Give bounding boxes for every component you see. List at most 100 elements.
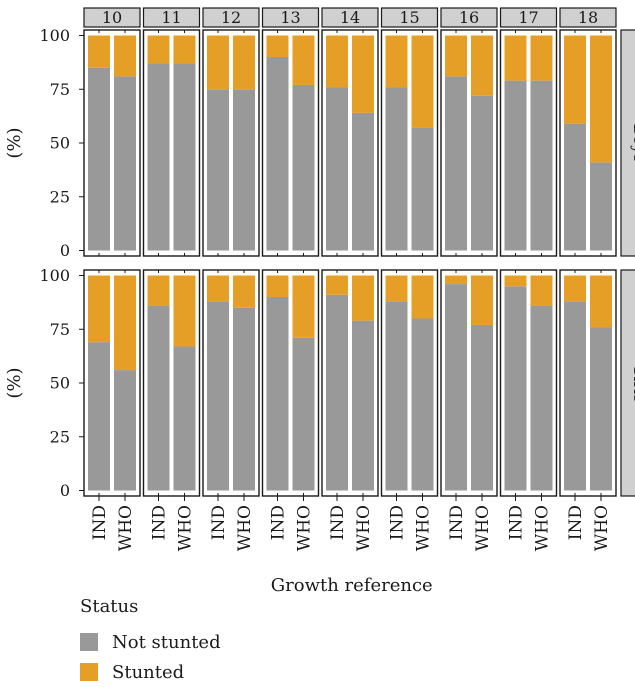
- facet-strip-label-12: 12: [221, 8, 241, 27]
- bar-not-stunted-boys-17-ind: [504, 80, 527, 251]
- bar-not-stunted-girls-16-who: [471, 324, 493, 491]
- bar-stunted-boys-14-who: [352, 35, 374, 113]
- x-tick-label-11-ind: IND: [150, 505, 170, 540]
- bar-stunted-boys-16-who: [471, 35, 493, 96]
- bar-not-stunted-boys-13-ind: [266, 57, 289, 251]
- facet-strip-label-10: 10: [102, 8, 122, 27]
- legend-item-stunted: Stunted: [80, 657, 221, 687]
- bar-stunted-boys-18-ind: [564, 35, 586, 124]
- bar-not-stunted-girls-13-who: [292, 337, 315, 491]
- bar-not-stunted-boys-13-who: [292, 84, 315, 251]
- bar-stunted-boys-15-who: [411, 35, 434, 128]
- bar-not-stunted-boys-10-who: [114, 76, 136, 251]
- bar-not-stunted-boys-17-who: [530, 80, 553, 251]
- bar-not-stunted-girls-16-ind: [445, 284, 467, 491]
- legend: Status Not stunted Stunted: [80, 596, 221, 687]
- panel-border-girls-18: [559, 269, 617, 497]
- bar-not-stunted-boys-15-who: [411, 127, 434, 251]
- x-tick-label-14-ind: IND: [328, 505, 348, 540]
- x-tick-label-14-who: WHO: [354, 505, 374, 551]
- facet-strip-15: [380, 7, 439, 28]
- bar-not-stunted-boys-14-who: [352, 112, 374, 251]
- bar-stunted-girls-15-ind: [385, 275, 408, 302]
- x-tick-label-17-ind: IND: [507, 505, 527, 540]
- bar-not-stunted-boys-16-who: [471, 95, 493, 251]
- legend-item-not-stunted: Not stunted: [80, 627, 221, 657]
- bar-stunted-boys-11-ind: [147, 35, 170, 64]
- facet-strip-13: [261, 7, 320, 28]
- bar-stunted-boys-17-who: [530, 35, 553, 81]
- bar-not-stunted-girls-17-ind: [504, 286, 527, 491]
- bar-stunted-girls-13-who: [292, 275, 315, 338]
- x-tick-label-10-who: WHO: [116, 505, 136, 551]
- bar-stunted-boys-13-ind: [266, 35, 289, 57]
- facet-strip-14: [321, 7, 379, 28]
- bar-not-stunted-boys-12-who: [233, 89, 255, 251]
- panel-border-girls-15: [380, 269, 439, 497]
- bar-stunted-boys-16-ind: [445, 35, 467, 77]
- bar-not-stunted-boys-18-ind: [564, 123, 586, 251]
- facet-strip-label-11: 11: [161, 8, 181, 27]
- x-tick-label-12-ind: IND: [209, 505, 229, 540]
- bar-not-stunted-boys-14-ind: [326, 87, 348, 251]
- bar-not-stunted-boys-18-who: [590, 162, 612, 251]
- bar-not-stunted-girls-17-who: [530, 305, 553, 491]
- bar-not-stunted-boys-10-ind: [88, 67, 110, 251]
- x-tick-label-10-ind: IND: [90, 505, 110, 540]
- facet-strip-16: [440, 7, 498, 28]
- panel-border-boys-12: [202, 29, 260, 257]
- y-tick-label-boys-75: 75: [50, 80, 70, 99]
- bar-stunted-girls-15-who: [411, 275, 434, 319]
- facet-strip-10: [83, 7, 141, 28]
- panel-border-boys-11: [142, 29, 201, 257]
- bar-stunted-boys-11-who: [173, 35, 196, 64]
- y-tick-label-girls-0: 0: [60, 481, 70, 500]
- bar-not-stunted-girls-12-who: [233, 307, 255, 491]
- y-axis-label-girls: (%): [4, 367, 25, 398]
- facet-strip-label-girls: Girls: [630, 364, 635, 403]
- panel-border-boys-10: [83, 29, 141, 257]
- panel-border-girls-16: [440, 269, 498, 497]
- y-axis-label-boys: (%): [4, 127, 25, 158]
- bar-not-stunted-boys-11-ind: [147, 63, 170, 251]
- x-tick-label-12-who: WHO: [235, 505, 255, 551]
- facet-strip-label-16: 16: [459, 8, 479, 27]
- x-tick-label-15-ind: IND: [388, 505, 408, 540]
- panel-border-girls-14: [321, 269, 379, 497]
- bar-not-stunted-boys-16-ind: [445, 76, 467, 251]
- y-tick-label-boys-100: 100: [39, 26, 70, 45]
- panel-border-girls-10: [83, 269, 141, 497]
- panel-border-boys-18: [559, 29, 617, 257]
- bar-not-stunted-girls-10-ind: [88, 342, 110, 491]
- bar-stunted-girls-11-who: [173, 275, 196, 347]
- bar-stunted-boys-13-who: [292, 35, 315, 85]
- bar-stunted-girls-16-ind: [445, 275, 467, 285]
- bar-not-stunted-girls-14-ind: [326, 294, 348, 491]
- faceted-stacked-bar-chart: 10 11 12 13 14 15 16 17 18 Boys Girls 0 25 50 75 100 (%)…: [4, 7, 635, 596]
- facet-strip-label-14: 14: [340, 8, 360, 27]
- bar-stunted-girls-11-ind: [147, 275, 170, 306]
- bar-stunted-girls-16-who: [471, 275, 493, 325]
- bar-stunted-boys-10-who: [114, 35, 136, 77]
- panel-border-girls-12: [202, 269, 260, 497]
- bar-stunted-boys-15-ind: [385, 35, 408, 88]
- legend-label-stunted: Stunted: [112, 661, 185, 683]
- bar-stunted-girls-10-ind: [88, 275, 110, 343]
- y-tick-label-boys-0: 0: [60, 241, 70, 260]
- bar-stunted-girls-14-who: [352, 275, 374, 321]
- facet-strip-17: [499, 7, 558, 28]
- panel-border-boys-16: [440, 29, 498, 257]
- bar-not-stunted-boys-12-ind: [207, 89, 229, 251]
- bar-stunted-girls-18-who: [590, 275, 612, 328]
- x-tick-label-17-who: WHO: [533, 505, 553, 551]
- bar-not-stunted-boys-15-ind: [385, 87, 408, 251]
- bar-stunted-girls-13-ind: [266, 275, 289, 297]
- bar-stunted-girls-18-ind: [564, 275, 586, 302]
- y-tick-label-girls-75: 75: [50, 320, 70, 339]
- bar-not-stunted-girls-11-ind: [147, 305, 170, 491]
- x-tick-label-15-who: WHO: [414, 505, 434, 551]
- facet-strip-label-13: 13: [280, 8, 300, 27]
- bar-stunted-boys-10-ind: [88, 35, 110, 68]
- legend-swatch-not-stunted: [80, 633, 98, 651]
- bar-not-stunted-girls-12-ind: [207, 301, 229, 491]
